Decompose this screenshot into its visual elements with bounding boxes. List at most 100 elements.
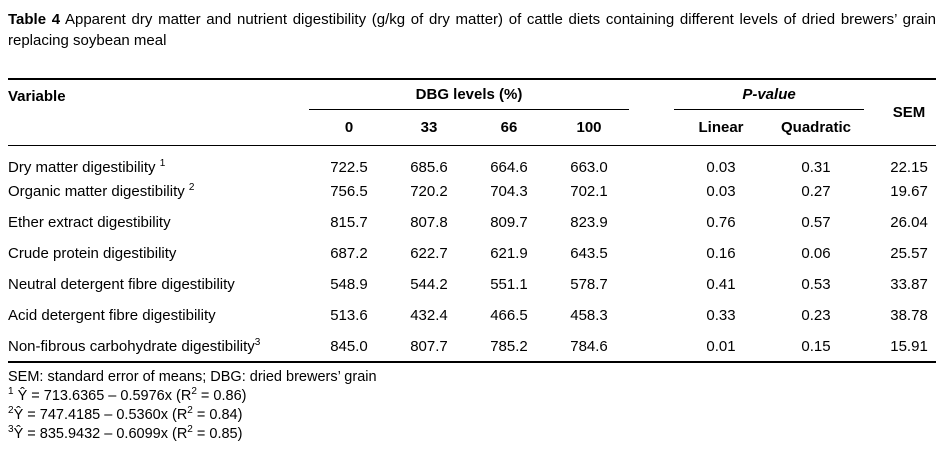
footnote-marker: 3 bbox=[254, 336, 261, 348]
value-cell: 458.3 bbox=[570, 307, 608, 324]
col-header-variable: Variable bbox=[8, 79, 309, 146]
digestibility-table: Variable DBG levels (%) P-value SEM 0 33… bbox=[8, 78, 937, 363]
row-label: Ether extract digestibility bbox=[8, 214, 171, 231]
table-body: Dry matter digestibility 1 722.5 685.6 664.… bbox=[8, 145, 936, 362]
column-spacer bbox=[629, 176, 674, 207]
value-cell: 578.7 bbox=[570, 276, 608, 293]
footnote-marker: 2 bbox=[188, 182, 195, 193]
value-cell: 15.91 bbox=[890, 337, 928, 355]
row-label: Non-fibrous carbohydrate digestibility3 bbox=[8, 336, 261, 355]
data-row: Organic matter digestibility 2 756.5 720.2… bbox=[8, 176, 936, 207]
superscript: 2 bbox=[187, 405, 193, 417]
footnotes: SEM: standard error of means; DBG: dried… bbox=[8, 368, 936, 444]
column-spacer bbox=[864, 269, 882, 300]
value-cell: 823.9 bbox=[570, 214, 608, 231]
column-spacer bbox=[629, 331, 674, 362]
value-cell: 0.03 bbox=[706, 158, 736, 176]
value-cell: 621.9 bbox=[490, 245, 528, 262]
value-cell: 663.0 bbox=[570, 158, 608, 176]
value-cell: 513.6 bbox=[330, 307, 368, 324]
footnote-marker: 1 bbox=[159, 157, 166, 169]
col-header-quadratic: Quadratic bbox=[768, 109, 865, 146]
value-cell: 432.4 bbox=[410, 307, 448, 324]
value-cell: 664.6 bbox=[490, 158, 528, 176]
value-cell: 0.16 bbox=[706, 245, 736, 262]
value-cell: 38.78 bbox=[890, 307, 928, 324]
col-header-dbg-33: 33 bbox=[389, 109, 469, 146]
value-cell: 845.0 bbox=[330, 337, 368, 355]
value-cell: 466.5 bbox=[490, 307, 528, 324]
column-spacer bbox=[864, 300, 882, 331]
value-cell: 622.7 bbox=[410, 245, 448, 262]
value-cell: 0.76 bbox=[706, 214, 736, 231]
value-cell: 0.33 bbox=[706, 307, 736, 324]
value-cell: 756.5 bbox=[330, 183, 368, 200]
superscript: 2 bbox=[187, 424, 193, 436]
col-header-dbg-66: 66 bbox=[469, 109, 549, 146]
footnote-line: 3Ŷ = 835.9432 – 0.6099x (R2 = 0.85) bbox=[8, 424, 243, 442]
data-row: Acid detergent fibre digestibility 513.6 4… bbox=[8, 300, 936, 331]
value-cell: 0.53 bbox=[801, 276, 831, 293]
column-spacer bbox=[864, 331, 882, 362]
footnote-line: 1 Ŷ = 713.6365 – 0.5976x (R2 = 0.86) bbox=[8, 386, 247, 404]
footnote-line: SEM: standard error of means; DBG: dried… bbox=[8, 369, 377, 385]
data-row: Neutral detergent fibre digestibility 548… bbox=[8, 269, 936, 300]
paper-page: Table 4 Apparent dry matter and nutrient… bbox=[8, 9, 937, 444]
value-cell: 0.01 bbox=[706, 337, 736, 355]
value-cell: 19.67 bbox=[890, 183, 928, 200]
value-cell: 815.7 bbox=[330, 214, 368, 231]
value-cell: 0.57 bbox=[801, 214, 831, 231]
value-cell: 785.2 bbox=[490, 337, 528, 355]
column-spacer bbox=[629, 300, 674, 331]
superscript: 3 bbox=[8, 424, 14, 436]
column-spacer bbox=[629, 269, 674, 300]
col-header-linear: Linear bbox=[674, 109, 769, 146]
table-header: Variable DBG levels (%) P-value SEM 0 33… bbox=[8, 79, 937, 146]
col-group-dbg-levels: DBG levels (%) bbox=[309, 79, 630, 110]
value-cell: 0.31 bbox=[801, 158, 831, 176]
value-cell: 702.1 bbox=[570, 183, 608, 200]
superscript: 2 bbox=[191, 386, 197, 398]
value-cell: 0.03 bbox=[706, 183, 736, 200]
column-spacer bbox=[864, 238, 882, 269]
row-label: Neutral detergent fibre digestibility bbox=[8, 276, 235, 293]
value-cell: 704.3 bbox=[490, 183, 528, 200]
value-cell: 720.2 bbox=[410, 183, 448, 200]
data-row: Non-fibrous carbohydrate digestibility3 8… bbox=[8, 331, 936, 362]
table-caption-label: Table 4 bbox=[8, 11, 61, 28]
column-spacer bbox=[864, 176, 882, 207]
value-cell: 0.41 bbox=[706, 276, 736, 293]
col-group-pvalue: P-value bbox=[674, 79, 865, 110]
col-header-dbg-0: 0 bbox=[309, 109, 389, 146]
column-spacer bbox=[629, 79, 675, 146]
value-cell: 548.9 bbox=[330, 276, 368, 293]
group-header-row: Variable DBG levels (%) P-value SEM bbox=[8, 79, 937, 146]
column-spacer bbox=[864, 207, 882, 238]
row-label: Dry matter digestibility 1 bbox=[8, 157, 166, 176]
sub-header-row: 0 33 66 100 Linear Quadratic bbox=[8, 109, 936, 146]
table-caption: Table 4 Apparent dry matter and nutrient… bbox=[8, 9, 936, 51]
column-spacer bbox=[629, 145, 674, 176]
column-spacer bbox=[864, 145, 882, 176]
data-row: Dry matter digestibility 1 722.5 685.6 664.… bbox=[8, 145, 936, 176]
data-row: Crude protein digestibility 687.2 622.7 621… bbox=[8, 238, 936, 269]
value-cell: 0.27 bbox=[801, 183, 831, 200]
value-cell: 643.5 bbox=[570, 245, 608, 262]
value-cell: 687.2 bbox=[330, 245, 368, 262]
value-cell: 0.06 bbox=[801, 245, 831, 262]
column-spacer bbox=[629, 238, 674, 269]
data-row: Ether extract digestibility 815.7 807.8 809… bbox=[8, 207, 936, 238]
value-cell: 26.04 bbox=[890, 214, 928, 231]
column-spacer bbox=[629, 207, 674, 238]
value-cell: 807.7 bbox=[410, 337, 448, 355]
table-caption-text: Apparent dry matter and nutrient digesti… bbox=[8, 11, 936, 49]
value-cell: 33.87 bbox=[890, 276, 928, 293]
row-label: Acid detergent fibre digestibility bbox=[8, 307, 216, 324]
value-cell: 809.7 bbox=[490, 214, 528, 231]
col-header-sem: SEM bbox=[882, 79, 937, 146]
value-cell: 784.6 bbox=[570, 337, 608, 355]
value-cell: 544.2 bbox=[410, 276, 448, 293]
value-cell: 0.23 bbox=[801, 307, 831, 324]
value-cell: 551.1 bbox=[490, 276, 528, 293]
column-spacer bbox=[864, 79, 883, 146]
